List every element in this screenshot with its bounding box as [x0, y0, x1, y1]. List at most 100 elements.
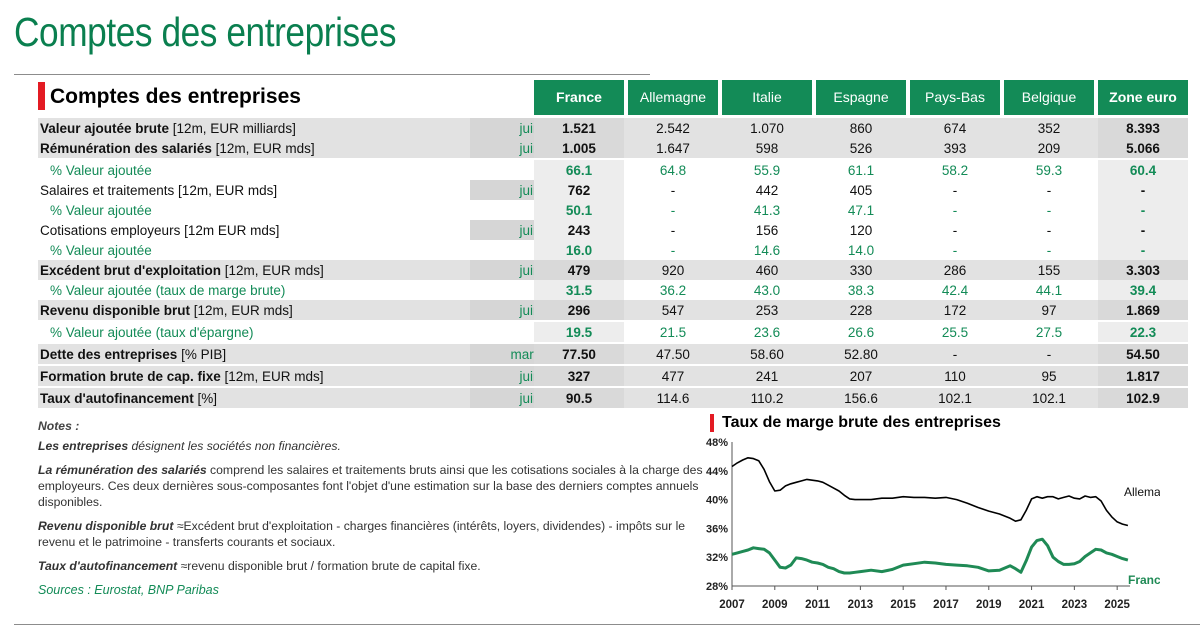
row-label: Cotisations employeurs [12m EUR mds]	[40, 220, 279, 240]
cell-belgique: 97	[1041, 302, 1057, 318]
row-label-bold: Revenu disponible brut	[40, 302, 191, 318]
bottom-divider	[14, 624, 1200, 625]
column-header-belgique: Belgique	[1004, 80, 1094, 115]
row-label-text: % Valeur ajoutée	[50, 242, 152, 258]
table-row: Dette des entreprises [% PIB]mars-2577.5…	[38, 344, 1188, 364]
cell-zone-euro: -	[1098, 200, 1188, 220]
column-header-allemagne: Allemagne	[628, 80, 718, 115]
cell-france: 16.0	[534, 240, 624, 260]
x-tick-label: 2015	[890, 599, 916, 611]
cell-france: 90.5	[534, 388, 624, 408]
cell-italie: 442	[755, 182, 779, 198]
table-row: Formation brute de cap. fixe [12m, EUR m…	[38, 366, 1188, 386]
cell-allemagne: -	[670, 182, 676, 198]
cell-allemagne: -	[670, 242, 676, 258]
cell-espagne: 26.6	[847, 324, 875, 340]
cell-zone-euro: 39.4	[1098, 280, 1188, 300]
cell-france: 296	[534, 300, 624, 320]
row-label-text: [12m, EUR mds]	[211, 140, 315, 156]
cell-france: 1.005	[534, 138, 624, 158]
cell-espagne: 14.0	[847, 242, 875, 258]
cell-espagne: 120	[849, 222, 873, 238]
cell-belgique: 102.1	[1032, 390, 1066, 406]
cell-allemagne: 47.50	[656, 346, 690, 362]
y-tick-label: 44%	[706, 466, 728, 478]
table-row: Revenu disponible brut [12m, EUR mds]jui…	[38, 300, 1188, 320]
cell-espagne: 228	[849, 302, 873, 318]
cell-zone-euro: 1.817	[1098, 366, 1188, 386]
column-header-pays-bas: Pays-Bas	[910, 80, 1000, 115]
cell-zone-euro: 54.50	[1098, 344, 1188, 364]
cell-france: 1.521	[534, 118, 624, 138]
cell-espagne: 61.1	[847, 162, 875, 178]
cell-italie: 41.3	[753, 202, 781, 218]
cell-allemagne: 920	[661, 262, 685, 278]
title-divider	[14, 74, 650, 75]
x-tick-label: 2013	[848, 599, 874, 611]
cell-france: 19.5	[534, 322, 624, 342]
cell-france: 762	[534, 180, 624, 200]
cell-belgique: -	[1046, 346, 1052, 362]
cell-france: 66.1	[534, 160, 624, 180]
row-label-bold: Dette des entreprises	[40, 346, 178, 362]
cell-espagne: 330	[849, 262, 873, 278]
cell-france: 243	[534, 220, 624, 240]
table-row: Cotisations employeurs [12m EUR mds]juin…	[38, 220, 1188, 240]
cell-allemagne: 21.5	[659, 324, 687, 340]
table-row: % Valeur ajoutée 50.1 - 41.3 47.1 - - -	[38, 200, 1188, 220]
y-tick-label: 32%	[706, 552, 728, 564]
column-header-italie: Italie	[722, 80, 812, 115]
cell-belgique: -	[1046, 182, 1052, 198]
row-label-bold: Formation brute de cap. fixe	[40, 368, 221, 384]
column-header-zone-euro: Zone euro	[1098, 80, 1188, 115]
cell-italie: 241	[755, 368, 779, 384]
table-row: Rémunération des salariés [12m, EUR mds]…	[38, 138, 1188, 158]
note-text: désignent les sociétés non financières.	[128, 439, 341, 453]
cell-zone-euro: -	[1098, 180, 1188, 200]
x-tick-label: 2011	[805, 599, 831, 611]
cell-pays-bas: 393	[943, 140, 967, 156]
cell-italie: 110.2	[750, 390, 784, 406]
note-revenu: Revenu disponible brut ≈Excédent brut d'…	[38, 518, 708, 550]
cell-belgique: 59.3	[1035, 162, 1063, 178]
row-label: % Valeur ajoutée (taux d'épargne)	[50, 322, 253, 342]
cell-france: 50.1	[534, 200, 624, 220]
cell-zone-euro: 60.4	[1098, 160, 1188, 180]
cell-italie: 55.9	[753, 162, 781, 178]
cell-italie: 460	[755, 262, 779, 278]
page-title: Comptes des entreprises	[14, 9, 397, 55]
chart-title-accent	[710, 414, 714, 432]
column-header-espagne: Espagne	[816, 80, 906, 115]
x-tick-label: 2023	[1062, 599, 1088, 611]
x-tick-label: 2019	[976, 599, 1002, 611]
series-label-france: France	[1128, 573, 1160, 587]
cell-belgique: -	[1046, 222, 1052, 238]
cell-pays-bas: 25.5	[941, 324, 969, 340]
table-row: Taux d'autofinancement [%]juin-2590.5114…	[38, 388, 1188, 408]
row-label: Salaires et traitements [12m, EUR mds]	[40, 180, 277, 200]
y-tick-label: 48%	[706, 437, 728, 449]
x-tick-label: 2021	[1019, 599, 1045, 611]
row-label: Dette des entreprises [% PIB]	[40, 344, 226, 364]
table-title-accent	[38, 82, 45, 110]
row-label: Rémunération des salariés [12m, EUR mds]	[40, 138, 315, 158]
sources: Sources : Eurostat, BNP Paribas	[38, 583, 219, 597]
cell-allemagne: -	[670, 222, 676, 238]
y-tick-label: 28%	[706, 581, 728, 593]
cell-zone-euro: 22.3	[1098, 322, 1188, 342]
cell-pays-bas: -	[952, 202, 958, 218]
cell-allemagne: 36.2	[659, 282, 687, 298]
cell-france: 327	[534, 366, 624, 386]
x-tick-label: 2017	[933, 599, 959, 611]
row-label: Taux d'autofinancement [%]	[40, 388, 217, 408]
cell-pays-bas: 58.2	[941, 162, 969, 178]
row-label-text: Salaires et traitements [12m, EUR mds]	[40, 182, 278, 198]
row-label: Valeur ajoutée brute [12m, EUR milliards…	[40, 118, 296, 138]
cell-italie: 43.0	[753, 282, 781, 298]
row-label-text: [12m, EUR mds]	[220, 368, 324, 384]
cell-italie: 14.6	[753, 242, 781, 258]
cell-espagne: 207	[849, 368, 873, 384]
cell-pays-bas: 674	[943, 120, 967, 136]
cell-allemagne: 2.542	[656, 120, 690, 136]
note-text: ≈revenu disponible brut / formation brut…	[177, 559, 481, 573]
